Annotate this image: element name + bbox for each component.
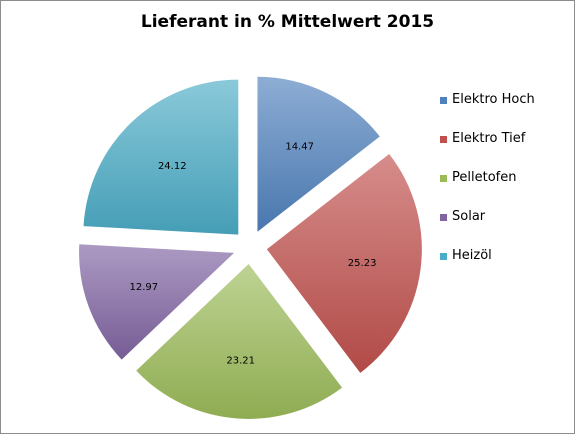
legend-label-solar: Solar	[452, 209, 486, 224]
chart-title: Lieferant in % Mittelwert 2015	[140, 12, 435, 32]
legend-swatch-elektro-hoch	[440, 97, 447, 104]
pie-slice-elektro-hoch	[257, 76, 380, 232]
legend-swatch-heizoel	[440, 253, 447, 260]
pie-slice-pelletofen	[136, 263, 343, 419]
pie-slice-solar	[79, 244, 235, 360]
data-label-pelletofen: 23.21	[226, 356, 255, 367]
legend-label-elektro-tief: Elektro Tief	[452, 131, 526, 146]
data-label-elektro-hoch: 14.47	[285, 141, 314, 152]
data-label-heizoel: 24.12	[158, 161, 187, 172]
legend-swatch-pelletofen	[440, 175, 447, 182]
data-label-solar: 12.97	[130, 282, 159, 293]
legend-swatch-solar	[440, 214, 447, 221]
legend-swatch-elektro-tief	[440, 136, 447, 143]
legend-label-heizoel: Heizöl	[452, 248, 492, 263]
pie-slice-elektro-tief	[266, 153, 422, 373]
legend-label-elektro-hoch: Elektro Hoch	[452, 92, 535, 107]
data-label-elektro-tief: 25.23	[348, 258, 377, 269]
pie-slice-heizoel	[83, 79, 239, 235]
legend-label-pelletofen: Pelletofen	[452, 170, 517, 185]
